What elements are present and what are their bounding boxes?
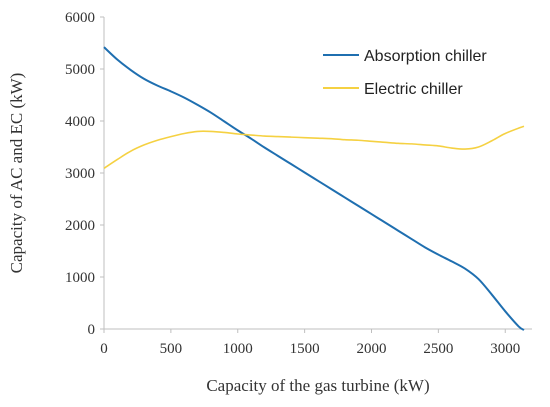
x-tick-label: 3000 [490, 341, 520, 357]
x-tick-label: 2000 [357, 341, 387, 357]
legend: Absorption chiller Electric chiller [323, 48, 487, 98]
x-tick-label: 1000 [223, 341, 253, 357]
x-axis-ticks: 0 500 1000 1500 2000 2500 3000 [100, 329, 520, 357]
legend-label-electric-chiller: Electric chiller [364, 81, 463, 98]
series-layer [103, 46, 525, 331]
y-axis-ticks: 0 1000 2000 3000 4000 5000 6000 [65, 10, 104, 338]
series-line-electric-chiller [103, 125, 525, 169]
y-tick-label: 6000 [65, 10, 95, 26]
legend-label-absorption-chiller: Absorption chiller [364, 48, 487, 65]
x-axis-title: Capacity of the gas turbine (kW) [206, 376, 429, 395]
y-tick-label: 1000 [65, 270, 95, 286]
x-tick-label: 1500 [290, 341, 320, 357]
y-axis-title: Capacity of AC and EC (kW) [7, 73, 26, 274]
y-tick-label: 3000 [65, 166, 95, 182]
y-tick-label: 5000 [65, 62, 95, 78]
x-tick-label: 500 [160, 341, 183, 357]
x-tick-label: 2500 [423, 341, 453, 357]
y-tick-label: 2000 [65, 218, 95, 234]
y-tick-label: 4000 [65, 114, 95, 130]
series-line-absorption-chiller [103, 46, 525, 331]
y-tick-label: 0 [88, 322, 96, 338]
x-tick-label: 0 [100, 341, 108, 357]
